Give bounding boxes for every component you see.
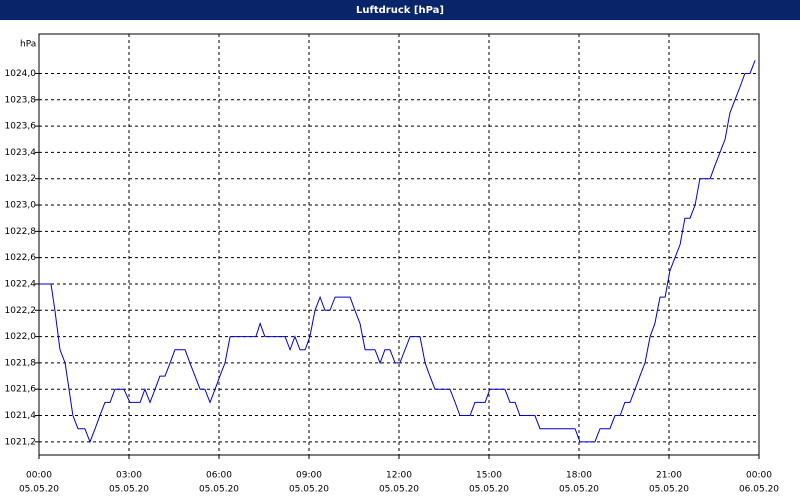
title-bar [0, 0, 800, 20]
x-tick-label: 12:00 [386, 471, 412, 481]
y-tick-label: 1021,8 [5, 358, 37, 368]
y-tick-label: 1022,6 [5, 253, 37, 263]
x-tick-date: 05.05.20 [109, 485, 149, 495]
x-tick-label: 21:00 [656, 471, 682, 481]
y-tick-label: 1024,0 [5, 69, 37, 79]
y-tick-label: 1022,2 [5, 306, 37, 316]
y-tick-label: 1023,8 [5, 95, 37, 105]
x-tick-label: 00:00 [26, 471, 52, 481]
y-tick-label: 1022,8 [5, 227, 37, 237]
y-tick-label: 1021,4 [5, 411, 37, 421]
x-tick-label: 18:00 [566, 471, 592, 481]
x-tick-date: 05.05.20 [19, 485, 59, 495]
y-tick-label: 1023,2 [5, 174, 37, 184]
y-tick-label: 1022,0 [5, 332, 37, 342]
x-tick-date: 05.05.20 [469, 485, 509, 495]
x-tick-date: 06.05.20 [739, 485, 779, 495]
y-tick-label: 1022,4 [5, 279, 37, 289]
y-tick-label: 1023,0 [5, 201, 37, 211]
x-tick-date: 05.05.20 [559, 485, 599, 495]
chart-title: Luftdruck [hPa] [356, 5, 444, 16]
y-tick-label: 1023,6 [5, 122, 37, 132]
data-line [39, 60, 756, 444]
x-tick-label: 03:00 [116, 471, 142, 481]
x-tick-date: 05.05.20 [379, 485, 419, 495]
x-tick-label: 00:00 [746, 471, 772, 481]
y-tick-label: 1023,4 [5, 148, 37, 158]
x-tick-label: 09:00 [296, 471, 322, 481]
y-tick-label: 1021,2 [5, 437, 37, 447]
x-tick-date: 05.05.20 [649, 485, 689, 495]
x-tick-date: 05.05.20 [199, 485, 239, 495]
x-tick-label: 15:00 [476, 471, 502, 481]
x-tick-date: 05.05.20 [289, 485, 329, 495]
x-tick-label: 06:00 [206, 471, 232, 481]
y-unit: hPa [20, 40, 36, 50]
y-tick-label: 1021,6 [5, 385, 37, 395]
